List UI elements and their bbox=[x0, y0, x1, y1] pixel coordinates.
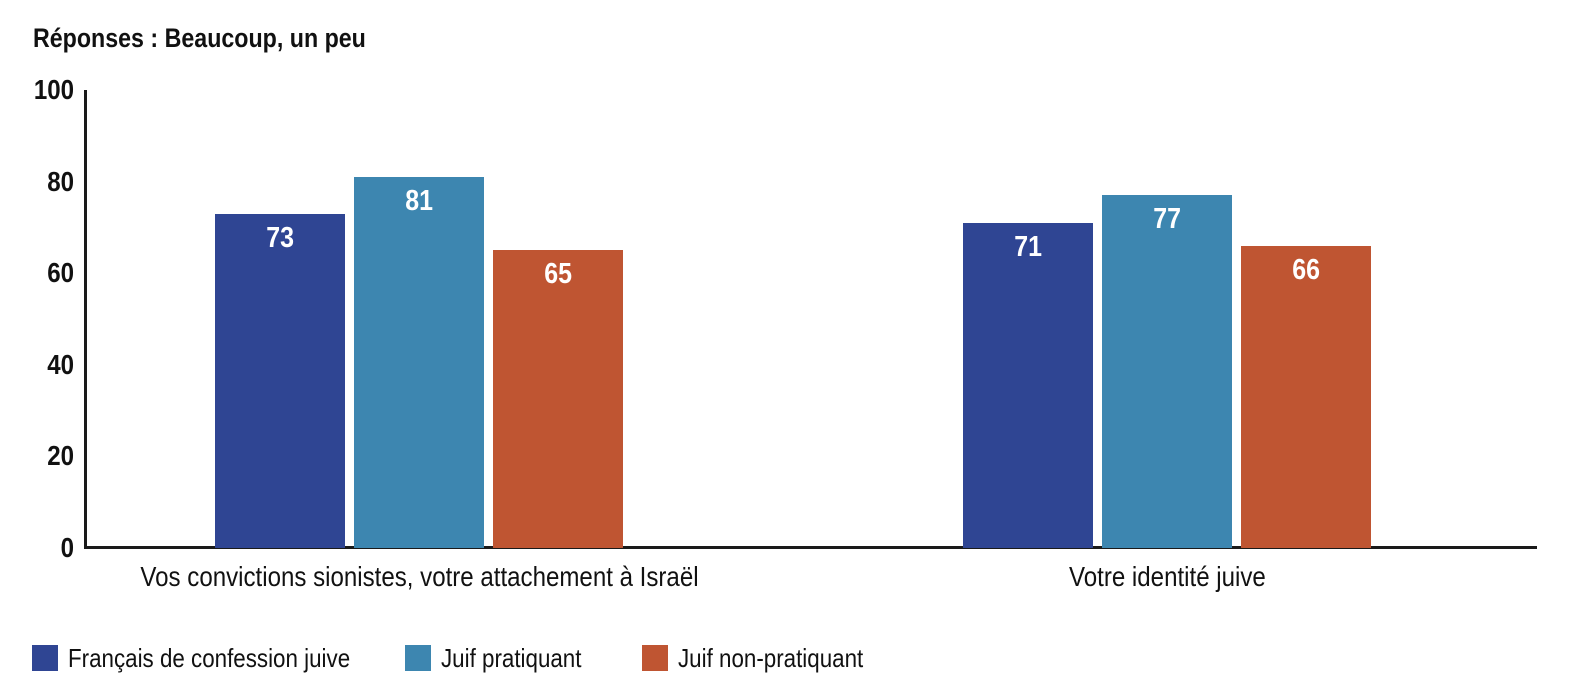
y-axis-tick-label: 0 bbox=[60, 532, 74, 563]
y-axis-tick-label: 100 bbox=[33, 74, 74, 105]
bar-juif-non-pratiquant-group-2: 66 bbox=[1241, 245, 1371, 548]
bar-value-label: 71 bbox=[1014, 230, 1042, 263]
y-axis bbox=[84, 90, 87, 549]
bar-juif-pratiquant-group-2: 77 bbox=[1102, 195, 1232, 548]
y-axis-tick-label: 80 bbox=[47, 165, 74, 197]
legend-swatch bbox=[642, 645, 668, 671]
y-axis-tick-label: 40 bbox=[47, 348, 74, 380]
chart-title: Réponses : Beaucoup, un peu bbox=[33, 23, 366, 54]
bar-fran-ais-de-confession-juive-group-1: 73 bbox=[215, 213, 345, 548]
bar-juif-pratiquant-group-1: 81 bbox=[354, 177, 484, 548]
bar-value-label: 73 bbox=[266, 221, 294, 254]
bar-value-label: 66 bbox=[1292, 253, 1320, 286]
bar-value-label: 81 bbox=[405, 185, 433, 218]
legend-label: Juif pratiquant bbox=[441, 643, 582, 673]
legend-swatch bbox=[405, 645, 431, 671]
y-axis-tick-label: 20 bbox=[47, 440, 74, 472]
bar-value-label: 65 bbox=[544, 258, 572, 291]
y-axis-tick-label: 60 bbox=[47, 257, 74, 289]
x-axis-category-label: Vos convictions sionistes, votre attache… bbox=[139, 561, 699, 592]
legend-label: Français de confession juive bbox=[68, 643, 351, 673]
x-axis bbox=[84, 546, 1537, 549]
x-axis-category-label: Votre identité juive bbox=[1068, 561, 1266, 592]
legend-label: Juif non-pratiquant bbox=[678, 643, 864, 673]
legend-swatch bbox=[32, 645, 58, 671]
bar-juif-non-pratiquant-group-1: 65 bbox=[493, 250, 623, 548]
bar-fran-ais-de-confession-juive-group-2: 71 bbox=[963, 222, 1093, 548]
bar-value-label: 77 bbox=[1153, 203, 1181, 236]
